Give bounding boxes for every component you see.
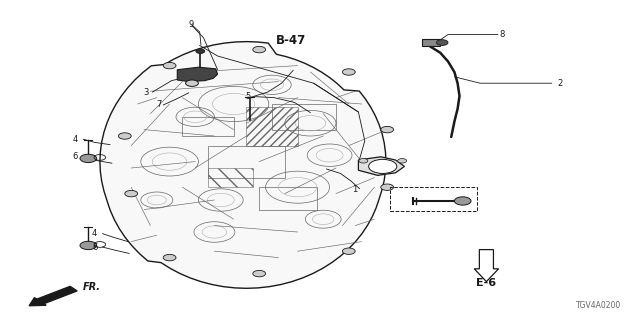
Text: 2: 2 (557, 79, 563, 88)
Text: 8: 8 (500, 30, 505, 39)
Circle shape (163, 62, 176, 69)
Bar (422, 39, 440, 46)
Bar (390, 187, 477, 211)
Polygon shape (358, 157, 404, 175)
Circle shape (397, 159, 406, 163)
Polygon shape (177, 67, 218, 82)
Bar (182, 117, 234, 136)
Circle shape (163, 254, 176, 261)
Circle shape (196, 49, 205, 53)
Text: E-6: E-6 (476, 278, 497, 288)
Text: FR.: FR. (83, 282, 101, 292)
Circle shape (381, 126, 394, 133)
Circle shape (436, 40, 448, 45)
FancyArrow shape (474, 250, 499, 282)
FancyArrow shape (29, 286, 77, 306)
Circle shape (118, 133, 131, 139)
Bar (208, 146, 285, 178)
Polygon shape (100, 42, 386, 288)
Bar (246, 107, 298, 146)
Circle shape (80, 154, 97, 163)
Text: B-47: B-47 (276, 34, 307, 46)
Circle shape (381, 184, 394, 190)
Text: 9: 9 (188, 20, 193, 28)
Text: 7: 7 (156, 100, 161, 109)
Text: 5: 5 (246, 92, 251, 101)
Text: TGV4A0200: TGV4A0200 (575, 301, 621, 310)
Bar (272, 104, 336, 130)
Circle shape (369, 159, 397, 173)
Text: 6: 6 (92, 243, 97, 252)
Text: 4: 4 (92, 229, 97, 238)
Circle shape (359, 159, 368, 163)
Circle shape (342, 69, 355, 75)
Circle shape (186, 80, 198, 86)
Text: 6: 6 (73, 152, 78, 161)
Text: 1: 1 (353, 185, 358, 194)
Circle shape (125, 190, 138, 197)
Circle shape (80, 241, 97, 250)
Text: 3: 3 (143, 88, 148, 97)
Text: 4: 4 (73, 135, 78, 144)
Bar (208, 168, 253, 187)
Circle shape (253, 270, 266, 277)
Circle shape (342, 248, 355, 254)
Circle shape (454, 197, 471, 205)
Bar (259, 187, 317, 210)
Circle shape (253, 46, 266, 53)
